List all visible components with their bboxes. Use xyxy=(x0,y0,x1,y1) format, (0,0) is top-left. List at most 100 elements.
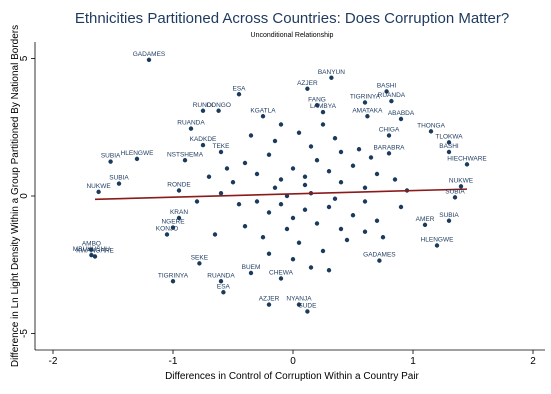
x-ticks: -2 -1 0 1 2 xyxy=(49,350,536,367)
point-label: TEKE xyxy=(213,143,231,150)
data-point xyxy=(452,195,458,200)
point-label: AZJER xyxy=(297,80,318,87)
point-label: ABABDA xyxy=(388,110,415,117)
data-point xyxy=(260,235,266,240)
data-point xyxy=(380,235,386,240)
point-label: RUANDA xyxy=(177,120,205,127)
fit-line xyxy=(94,188,468,201)
data-point xyxy=(224,166,230,171)
data-point xyxy=(200,108,206,113)
point-label: BUEM xyxy=(242,264,261,271)
data-point xyxy=(422,222,428,228)
point-label: THONGA xyxy=(417,122,445,129)
data-point xyxy=(218,279,224,284)
point-label: KONJO xyxy=(156,226,178,233)
data-point xyxy=(96,189,101,195)
data-point xyxy=(384,89,389,94)
data-point xyxy=(302,207,308,212)
data-point xyxy=(170,225,176,230)
data-point xyxy=(320,109,326,115)
point-label: ESA xyxy=(232,85,246,92)
data-point xyxy=(254,171,260,177)
data-point xyxy=(266,302,272,307)
data-point xyxy=(398,204,404,210)
data-point xyxy=(386,151,392,156)
point-label: RONDE xyxy=(167,182,191,189)
data-point xyxy=(236,92,242,97)
data-point xyxy=(368,155,374,160)
data-point xyxy=(446,140,452,145)
data-point xyxy=(254,199,260,204)
data-point xyxy=(182,158,188,163)
data-point xyxy=(278,276,284,281)
data-point xyxy=(308,144,314,149)
data-point xyxy=(356,147,362,152)
data-point xyxy=(242,224,248,229)
x-tick-label: 2 xyxy=(530,356,536,367)
data-point xyxy=(332,136,338,141)
data-point xyxy=(248,270,254,276)
data-point xyxy=(302,182,308,188)
data-point xyxy=(326,268,332,273)
data-point xyxy=(344,237,350,243)
data-point xyxy=(116,181,122,186)
point-label: CHEWA xyxy=(269,270,294,277)
point-label: GADAMES xyxy=(133,51,166,58)
y-tick-label: -5 xyxy=(19,329,30,338)
data-point xyxy=(305,309,310,314)
chart-subtitle: Unconditional Relationship xyxy=(251,32,334,39)
point-label: BARABRA xyxy=(373,144,405,151)
y-ticks: -5 0 5 xyxy=(19,55,35,338)
data-point xyxy=(314,221,320,226)
data-point xyxy=(302,174,308,179)
data-point xyxy=(188,126,194,131)
point-label: AMATAKA xyxy=(352,107,383,114)
data-point xyxy=(278,122,284,127)
data-point xyxy=(260,114,266,119)
data-point xyxy=(464,162,470,167)
point-label: SUBIA xyxy=(445,188,465,195)
data-point xyxy=(350,163,356,168)
data-point xyxy=(329,75,334,80)
data-point xyxy=(242,160,248,166)
point-label: TIGRINYA xyxy=(158,272,189,279)
data-point xyxy=(236,202,242,207)
data-point xyxy=(194,199,200,204)
data-point xyxy=(290,215,296,221)
data-point xyxy=(92,254,98,259)
data-point xyxy=(362,185,368,190)
point-label: ESA xyxy=(217,283,231,290)
data-point xyxy=(248,133,254,138)
data-point xyxy=(434,243,440,248)
data-point xyxy=(200,142,206,148)
data-point xyxy=(428,129,434,134)
data-point xyxy=(458,184,464,189)
data-point xyxy=(350,213,356,218)
data-point xyxy=(206,174,212,179)
data-point xyxy=(398,116,404,122)
point-label: RUANDA xyxy=(207,272,235,279)
data-point xyxy=(374,171,380,177)
data-point xyxy=(314,158,320,163)
point-label: KWANGARE xyxy=(76,248,114,255)
data-point xyxy=(332,196,338,201)
data-point xyxy=(290,257,296,262)
data-point xyxy=(278,177,284,182)
data-point xyxy=(266,152,272,157)
data-point xyxy=(176,215,182,221)
data-point xyxy=(338,149,344,155)
point-label: SUBIA xyxy=(439,212,459,219)
data-point xyxy=(164,232,170,237)
point-label: AMER xyxy=(416,216,435,223)
data-point xyxy=(365,114,370,119)
data-point xyxy=(362,229,368,234)
point-label: NYANJA xyxy=(286,296,312,303)
data-point xyxy=(89,247,94,252)
data-point xyxy=(296,302,302,307)
data-point xyxy=(89,252,94,258)
point-label: RUNDI xyxy=(193,102,214,109)
data-point xyxy=(362,100,368,105)
point-label: KRAN xyxy=(170,209,188,216)
data-point xyxy=(284,226,290,232)
